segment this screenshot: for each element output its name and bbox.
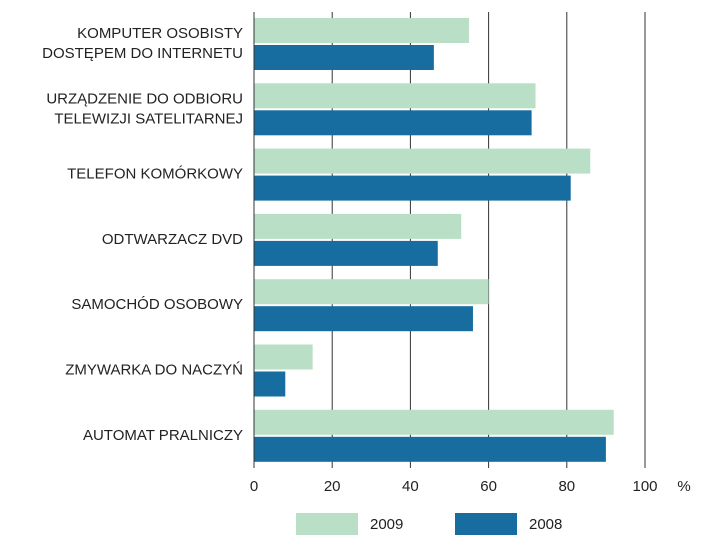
y-tick-label: KOMPUTER OSOBISTY DOSTĘPEM DO INTERNETU — [42, 25, 243, 62]
y-tick-label: ZMYWARKA DO NACZYŃ — [65, 361, 243, 378]
legend-swatch — [455, 513, 517, 535]
y-tick-label: ODTWARZACZ DVD — [102, 231, 243, 248]
x-tick-label: 100 — [632, 478, 657, 495]
y-tick-label: SAMOCHÓD OSOBOWY — [71, 296, 243, 313]
y-tick-label: URZĄDZENIE DO ODBIORU TELEWIZJI SATELITAR… — [46, 90, 243, 127]
bar — [254, 110, 532, 136]
bar — [254, 279, 489, 305]
bar — [254, 409, 614, 435]
x-tick-label: 40 — [402, 478, 419, 495]
bar — [254, 306, 473, 332]
y-tick-label: TELEFON KOMÓRKOWY — [67, 166, 243, 183]
bar — [254, 18, 470, 43]
x-tick-label: 60 — [480, 478, 497, 495]
x-unit: % — [677, 478, 690, 495]
bar — [254, 371, 286, 397]
bar — [254, 148, 591, 174]
bar — [254, 175, 571, 201]
bar — [254, 344, 313, 370]
legend-label: 2008 — [529, 516, 562, 533]
x-tick-label: 20 — [324, 478, 341, 495]
bar — [254, 436, 606, 462]
legend-swatch — [296, 513, 358, 535]
bar — [254, 45, 434, 70]
bar — [254, 83, 536, 109]
bar — [254, 213, 462, 239]
x-tick-label: 0 — [250, 478, 258, 495]
bar — [254, 240, 438, 266]
legend-label: 2009 — [370, 516, 403, 533]
x-tick-label: 80 — [558, 478, 575, 495]
y-tick-label: AUTOMAT PRALNICZY — [83, 427, 243, 444]
